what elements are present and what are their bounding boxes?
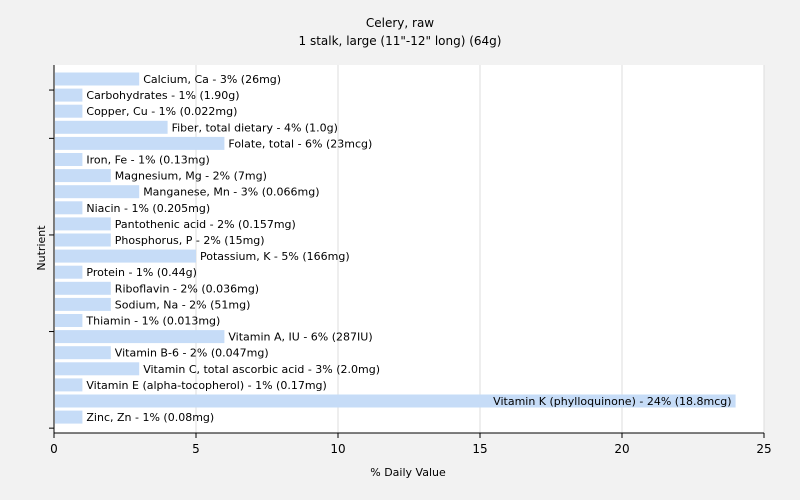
bar-label: Sodium, Na - 2% (51mg): [115, 298, 251, 311]
grid-lines: [195, 65, 765, 433]
bar-label: Magnesium, Mg - 2% (7mg): [115, 170, 267, 183]
bar-label: Pantothenic acid - 2% (0.157mg): [115, 218, 296, 231]
y-axis-title: Nutrient: [35, 225, 48, 271]
bar: [55, 120, 168, 134]
bar-label: Protein - 1% (0.44g): [86, 266, 197, 279]
bar-label: Zinc, Zn - 1% (0.08mg): [86, 411, 214, 424]
bar-label: Calcium, Ca - 3% (26mg): [143, 73, 281, 86]
chart-subtitle: 1 stalk, large (11"-12" long) (64g): [299, 34, 502, 48]
bar: [55, 217, 111, 231]
bar: [55, 378, 83, 392]
x-axis-title: % Daily Value: [370, 466, 446, 479]
axes: 0 5 10 15 20 25: [49, 65, 772, 456]
bar-label: Thiamin - 1% (0.013mg): [85, 315, 220, 328]
x-tick-label: 25: [756, 442, 771, 456]
bar-label: Vitamin A, IU - 6% (287IU): [228, 331, 372, 344]
bar: [55, 104, 83, 118]
bar: [55, 362, 140, 376]
bar-label: Folate, total - 6% (23mcg): [228, 137, 372, 150]
chart-title: Celery, raw: [366, 16, 434, 30]
plot-area: [54, 65, 764, 433]
x-tick-label: 20: [614, 442, 629, 456]
bar: [55, 330, 225, 344]
bar-label: Vitamin E (alpha-tocopherol) - 1% (0.17m…: [86, 379, 326, 392]
bar: [55, 297, 111, 311]
bar-label: Copper, Cu - 1% (0.022mg): [86, 105, 237, 118]
bar: [55, 153, 83, 166]
bar: [55, 185, 140, 199]
bar: [55, 410, 83, 424]
bar-label: Fiber, total dietary - 4% (1.0g): [172, 121, 338, 134]
bar-label: Potassium, K - 5% (166mg): [200, 250, 350, 263]
bar: [55, 169, 111, 183]
bar-label: Niacin - 1% (0.205mg): [86, 202, 210, 215]
bar: [55, 265, 83, 279]
bar-labels: Calcium, Ca - 3% (26mg) Carbohydrates - 1…: [85, 73, 731, 424]
bar-label: Vitamin K (phylloquinone) - 24% (18.8mcg…: [493, 395, 731, 408]
x-tick-label: 15: [472, 442, 487, 456]
x-tick-label: 0: [50, 442, 58, 456]
bar-label: Vitamin B-6 - 2% (0.047mg): [115, 347, 269, 360]
x-tick-label: 10: [330, 442, 345, 456]
bar: [55, 72, 140, 86]
bar-label: Manganese, Mn - 3% (0.066mg): [143, 186, 319, 199]
x-tick-label: 5: [192, 442, 200, 456]
bar: [55, 314, 83, 327]
bar: [55, 233, 111, 247]
bar-label: Iron, Fe - 1% (0.13mg): [86, 154, 209, 167]
bar: [55, 136, 225, 150]
bar-label: Phosphorus, P - 2% (15mg): [115, 234, 265, 247]
bar: [55, 201, 83, 215]
bar-label: Carbohydrates - 1% (1.90g): [86, 89, 239, 102]
bar: [55, 394, 736, 408]
bar-label: Vitamin C, total ascorbic acid - 3% (2.0…: [143, 363, 380, 376]
bars: [55, 72, 736, 424]
bar: [55, 281, 111, 295]
bar: [55, 346, 111, 360]
bar: [55, 88, 83, 102]
bar-label: Riboflavin - 2% (0.036mg): [115, 282, 259, 295]
bar: [55, 249, 196, 263]
